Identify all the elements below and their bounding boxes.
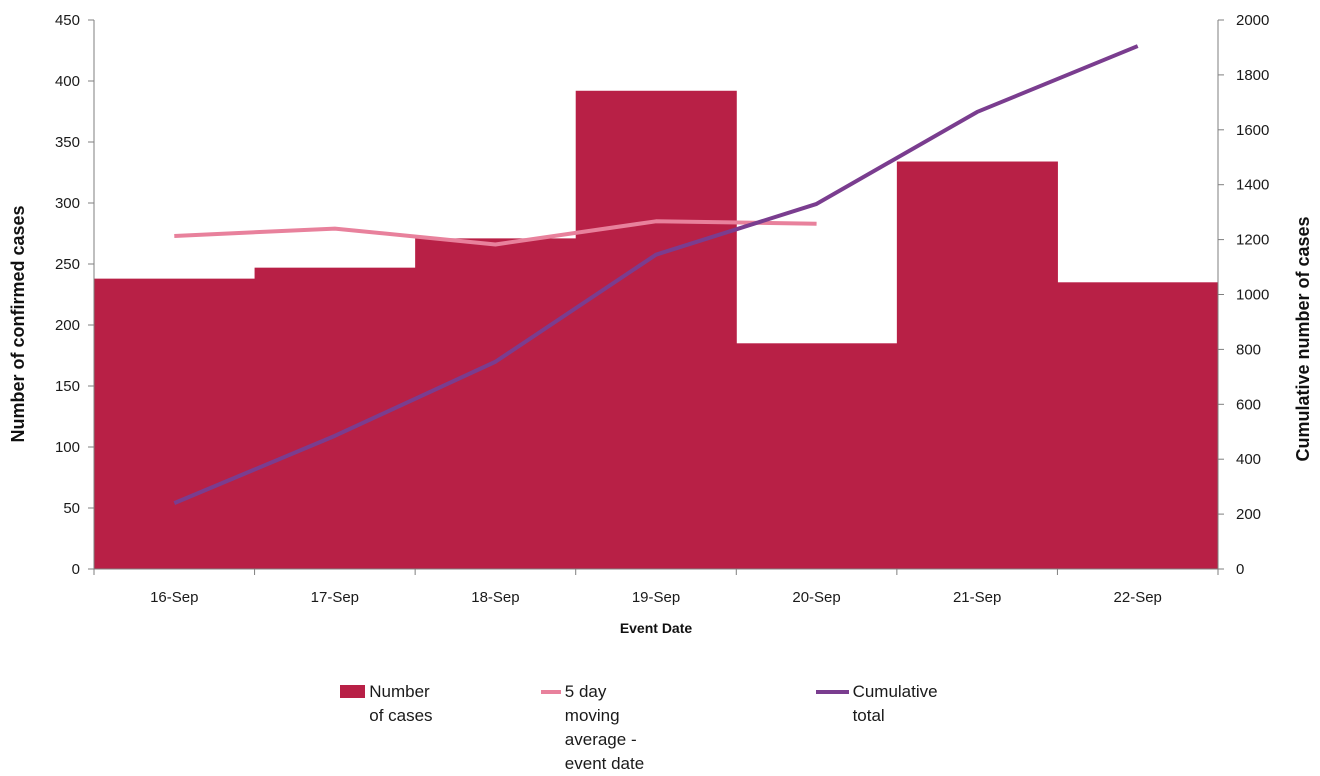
y-tick-label: 400	[55, 73, 80, 90]
y-tick-label: 0	[72, 561, 80, 578]
x-tick-label: 18-Sep	[471, 589, 519, 606]
y2-tick-label: 1400	[1236, 177, 1269, 194]
y-tick-label: 300	[55, 195, 80, 212]
y-tick-label: 200	[55, 317, 80, 334]
y2-axis-title: Cumulative number of cases	[1293, 216, 1313, 461]
y-tick-label: 50	[63, 500, 80, 517]
x-tick-label: 22-Sep	[1114, 589, 1162, 606]
legend-swatch-cumulative-total	[816, 690, 849, 694]
bar-22-Sep	[1057, 282, 1218, 569]
y-axis-title: Number of confirmed cases	[8, 205, 28, 442]
legend-label-cumulative-total: Cumulative total	[853, 680, 947, 728]
y-tick-label: 250	[55, 256, 80, 273]
y2-tick-label: 200	[1236, 506, 1261, 523]
bar-18-Sep	[415, 238, 576, 569]
legend-item-moving-average: 5 day moving average - event date	[541, 680, 648, 776]
bar-21-Sep	[897, 162, 1058, 569]
y2-tick-label: 2000	[1236, 12, 1269, 29]
x-tick-label: 16-Sep	[150, 589, 198, 606]
x-tick-label: 21-Sep	[953, 589, 1001, 606]
legend-swatch-moving-average	[541, 690, 561, 694]
legend-label-moving-average-line2: event date	[565, 754, 644, 773]
legend-label-moving-average-line1: 5 day moving average -	[565, 682, 637, 749]
y2-tick-label: 400	[1236, 451, 1261, 468]
y2-tick-label: 1800	[1236, 67, 1269, 84]
bar-20-Sep	[736, 343, 897, 569]
legend-item-number-of-cases: Number of cases	[340, 680, 446, 728]
legend-label-number-of-cases: Number of cases	[369, 680, 446, 728]
y2-tick-label: 800	[1236, 341, 1261, 358]
x-tick-label: 17-Sep	[311, 589, 359, 606]
x-tick-label: 20-Sep	[792, 589, 840, 606]
bar-19-Sep	[576, 91, 737, 569]
y-tick-label: 450	[55, 12, 80, 29]
x-tick-label: 19-Sep	[632, 589, 680, 606]
combo-chart: 0 50 100 150 200 250 300 350 400 450 0 200 400 600 800…	[0, 0, 1320, 731]
bar-16-Sep	[94, 279, 255, 569]
bar-series-number-of-cases	[94, 91, 1219, 569]
x-axis-title: Event Date	[620, 620, 693, 636]
y2-tick-label: 1200	[1236, 232, 1269, 249]
y-tick-label: 100	[55, 439, 80, 456]
y2-tick-label: 1600	[1236, 122, 1269, 139]
legend-item-cumulative-total: Cumulative total	[816, 680, 947, 728]
y2-tick-label: 600	[1236, 396, 1261, 413]
legend-swatch-bar	[340, 685, 365, 698]
y-tick-label: 350	[55, 134, 80, 151]
y-tick-label: 150	[55, 378, 80, 395]
legend-label-moving-average: 5 day moving average - event date	[565, 680, 649, 776]
bar-17-Sep	[255, 268, 416, 569]
y2-tick-label: 0	[1236, 561, 1244, 578]
y2-tick-label: 1000	[1236, 287, 1269, 304]
